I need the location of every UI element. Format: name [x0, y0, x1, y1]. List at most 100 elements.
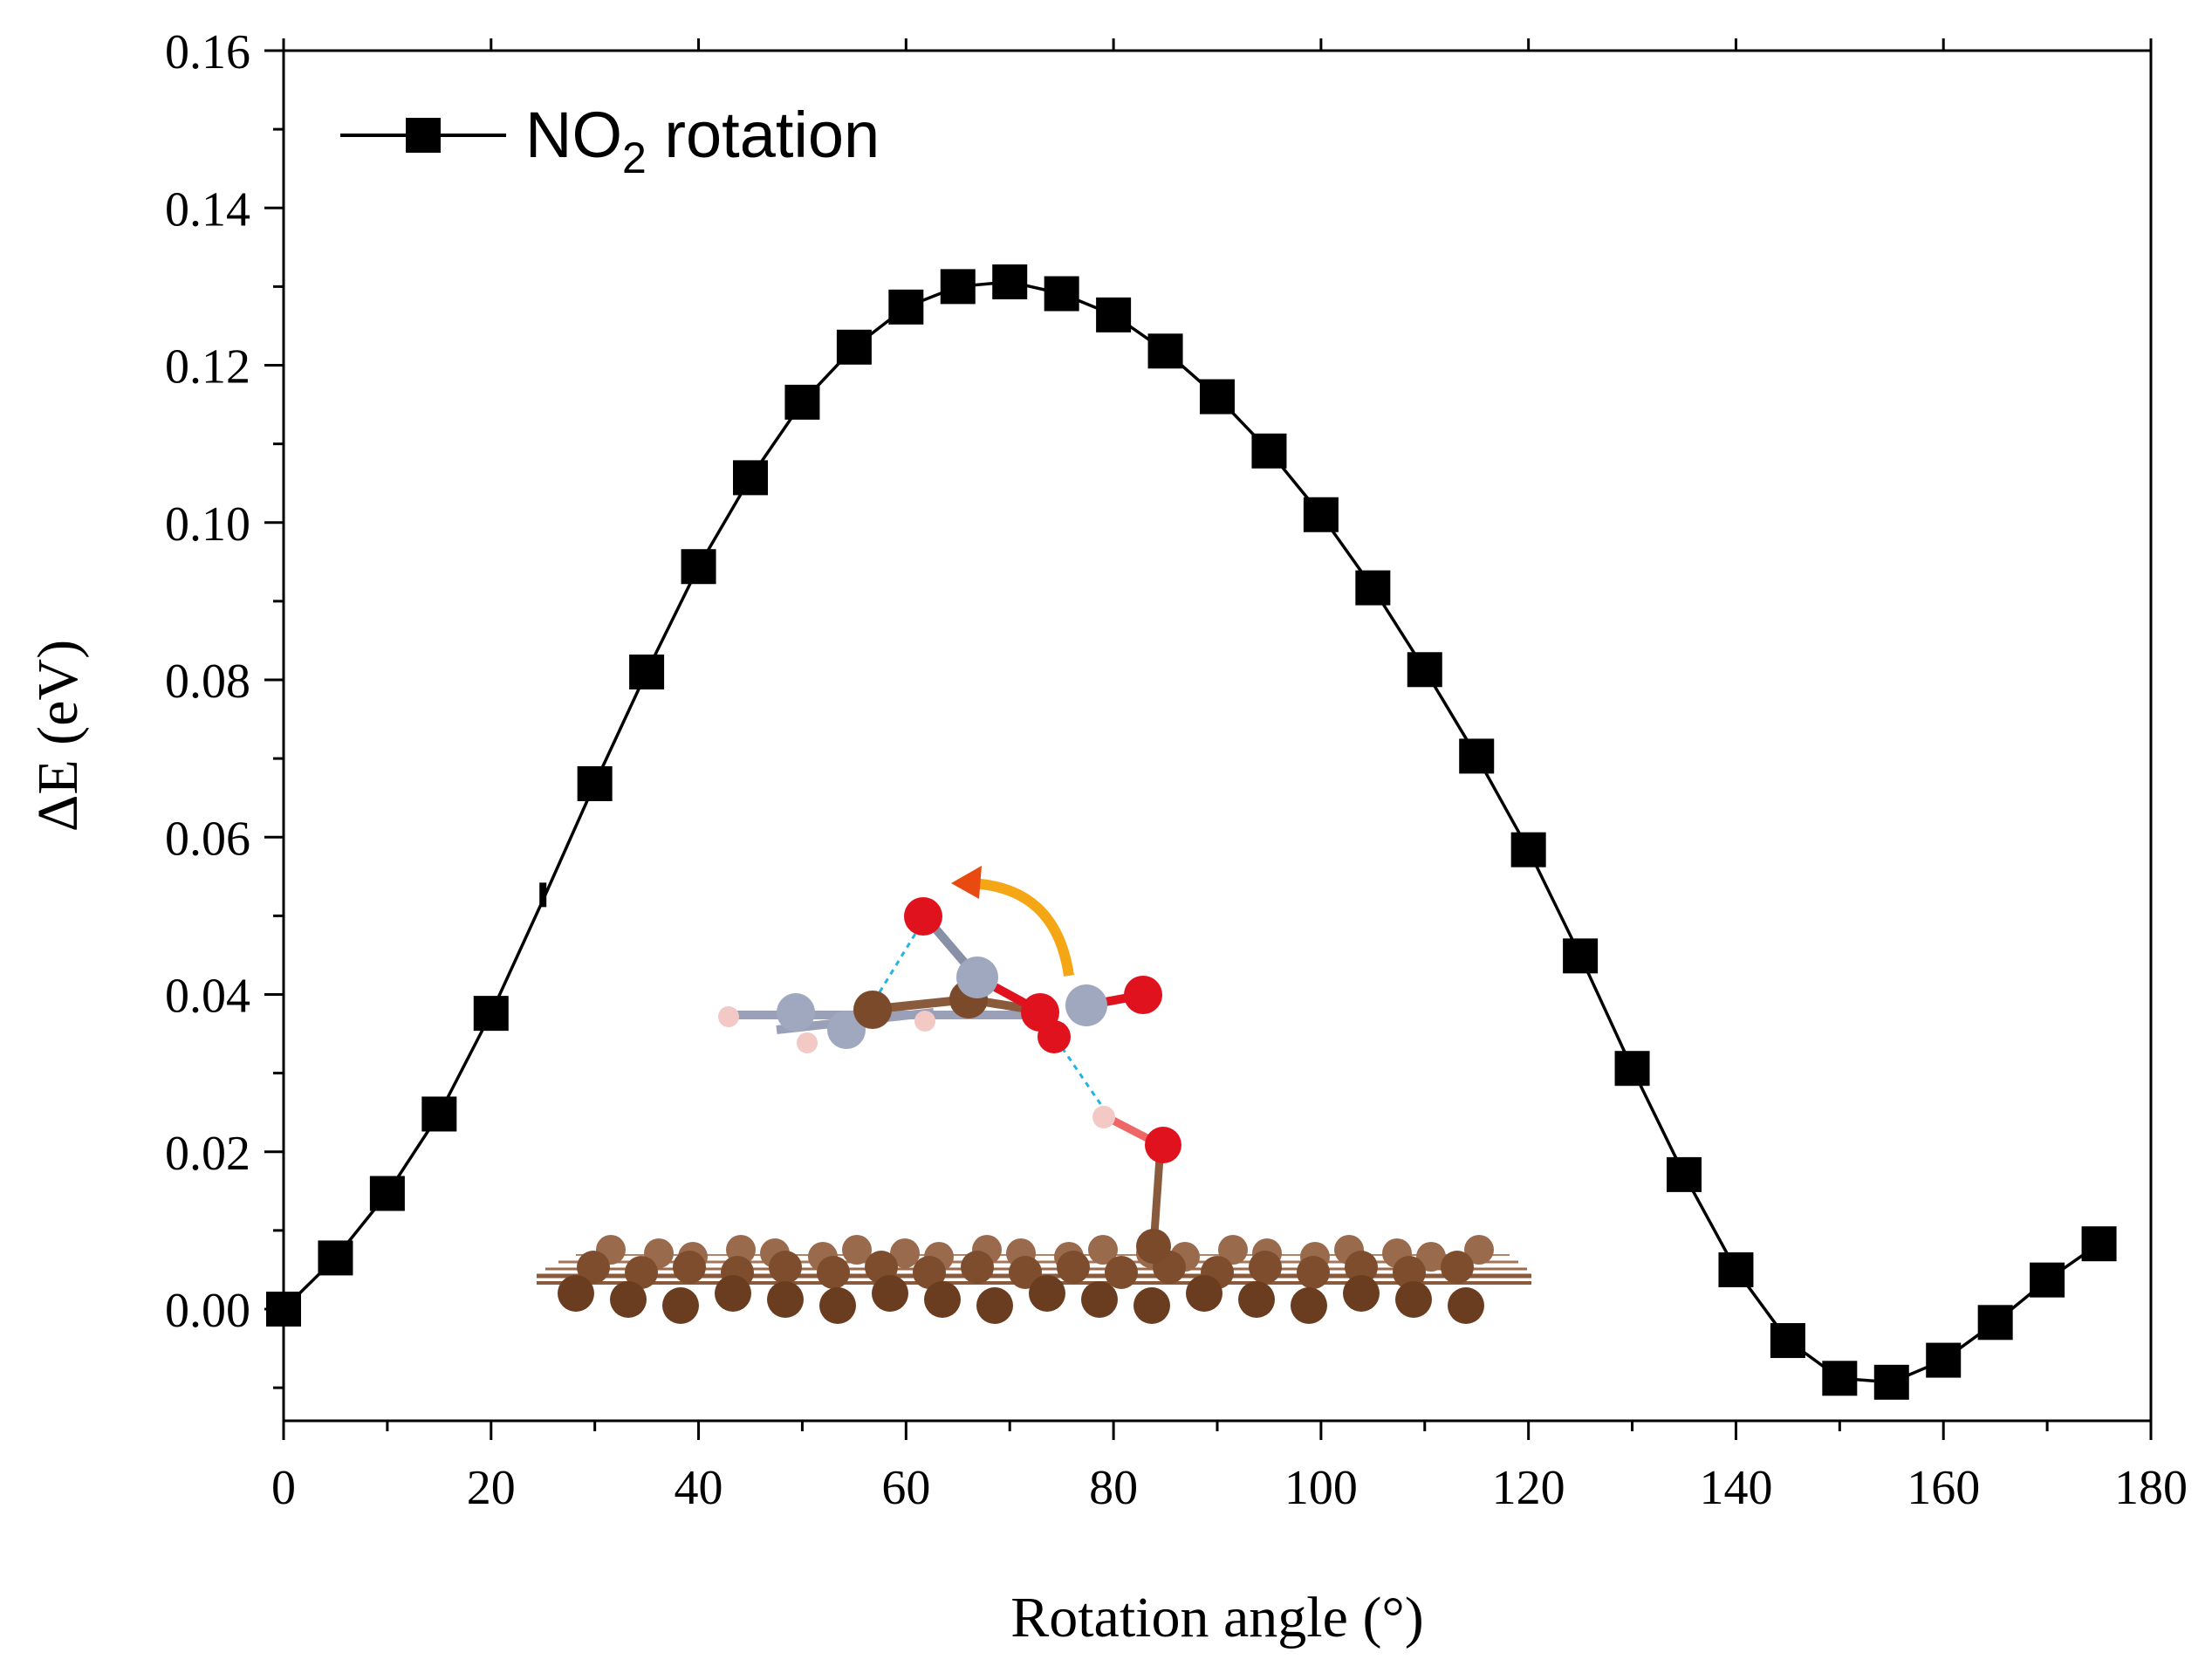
graphene-atom [872, 1275, 908, 1312]
graphene-atom [961, 1251, 994, 1284]
rotation-arrow-icon [968, 878, 1074, 977]
x-tick-label: 80 [1089, 1461, 1138, 1515]
data-point [629, 654, 665, 689]
x-tick-label: 20 [467, 1461, 516, 1515]
data-point [1355, 570, 1391, 606]
hydrogen-bond [1054, 1038, 1108, 1114]
data-point [1770, 1323, 1805, 1359]
y-tick-label: 0.14 [165, 182, 250, 237]
data-point [2081, 1226, 2117, 1262]
data-point [1147, 333, 1183, 369]
graphene-atom [1133, 1287, 1170, 1324]
graphene-atom [1416, 1242, 1446, 1272]
data-point [318, 1240, 353, 1276]
data-point-partial [539, 882, 547, 908]
x-tick-label: 120 [1492, 1461, 1565, 1515]
y-tick-label: 0.04 [165, 970, 250, 1024]
series-polyline [282, 280, 2100, 1384]
graphene-atom [769, 1251, 802, 1284]
data-point [2030, 1262, 2065, 1298]
graphene-atom [1238, 1281, 1275, 1318]
graphene-atom [610, 1281, 647, 1318]
data-point [1977, 1305, 2013, 1341]
y-tick-label: 0.00 [165, 1284, 250, 1338]
graphene-atom [976, 1287, 1013, 1324]
graphene-atom [819, 1287, 856, 1324]
graphene-atom [924, 1281, 961, 1318]
data-point [1873, 1364, 1909, 1400]
graphene-atom [767, 1281, 804, 1318]
data-point [940, 269, 976, 305]
oh-hydrogen [1092, 1106, 1115, 1128]
data-point [1200, 379, 1235, 415]
y-tick-label: 0.12 [165, 340, 250, 394]
legend-label: NO2 rotation [525, 99, 880, 182]
data-point [1926, 1342, 1962, 1378]
graphene-atom [1343, 1275, 1380, 1312]
graphene-atom [1088, 1235, 1118, 1265]
graphene-atom [1345, 1251, 1378, 1284]
graphene-atom [558, 1275, 594, 1312]
graphene-atom [890, 1238, 920, 1268]
graphene-atom [913, 1256, 946, 1289]
x-tick-label: 0 [271, 1461, 296, 1515]
graphene-atom [1057, 1251, 1090, 1284]
data-point [1718, 1251, 1754, 1287]
graphene-atom [1395, 1281, 1432, 1318]
x-tick-label: 160 [1907, 1461, 1980, 1515]
graphene-atom [577, 1251, 610, 1284]
y-tick-label: 0.02 [165, 1127, 250, 1181]
data-point [681, 549, 716, 585]
data-point [1407, 652, 1442, 688]
data-point [1044, 276, 1079, 312]
hydrogen-bond-2 [871, 924, 922, 1005]
y-axis-ticks: 0.00 0.02 0.04 0.06 0.08 0.10 0.12 0.14 0.16 [165, 25, 284, 1389]
data-point [1251, 433, 1287, 469]
graphene-atom [1464, 1235, 1494, 1265]
x-tick-label: 140 [1699, 1461, 1772, 1515]
y-tick-label: 0.06 [165, 812, 250, 866]
oh-oxygen [1145, 1127, 1181, 1163]
y-axis-label: ΔE (eV) [26, 640, 90, 832]
graphene-atom [1186, 1275, 1222, 1312]
data-point [577, 765, 613, 801]
graphene-atom [1009, 1256, 1042, 1289]
data-point [266, 1292, 301, 1327]
data-point [1303, 497, 1339, 532]
graphene-atom [715, 1275, 751, 1312]
graphene-atom [817, 1256, 850, 1289]
data-point [1667, 1156, 1702, 1192]
graphene-atom [673, 1251, 706, 1284]
data-point [1096, 297, 1132, 333]
data-point [421, 1096, 457, 1132]
x-axis-ticks: 0 20 40 60 80 100 120 140 160 180 [271, 38, 2188, 1515]
y-tick-label: 0.10 [165, 497, 250, 552]
molecule-on-graphene-icon [537, 866, 1531, 1324]
data-point [1459, 738, 1495, 774]
x-axis-label: Rotation angle (°) [1010, 1586, 1424, 1649]
x-tick-label: 60 [881, 1461, 930, 1515]
no2-oxygen-top [904, 897, 942, 936]
data-point [1822, 1361, 1858, 1396]
series-line [282, 280, 2100, 1384]
graphene-atom [662, 1287, 699, 1324]
graphene-atom [1081, 1281, 1118, 1318]
data-point [1510, 832, 1546, 867]
data-point [992, 264, 1028, 299]
graphene-atom [1393, 1256, 1426, 1289]
data-point [733, 460, 768, 496]
graphene-atom [1297, 1256, 1330, 1289]
plot-frame [282, 49, 2153, 1423]
graphene-atom [1029, 1275, 1065, 1312]
graphene-atom [1448, 1287, 1484, 1324]
graphene-atom [1105, 1256, 1138, 1289]
data-point [473, 996, 509, 1032]
graphene-atom [842, 1235, 872, 1265]
data-point [836, 329, 872, 365]
y-tick-label: 0.16 [165, 25, 250, 79]
graphene-atom [1441, 1251, 1474, 1284]
graphene-atom [1249, 1251, 1282, 1284]
data-point [1563, 938, 1599, 974]
graphene-atoms [558, 1235, 1494, 1324]
